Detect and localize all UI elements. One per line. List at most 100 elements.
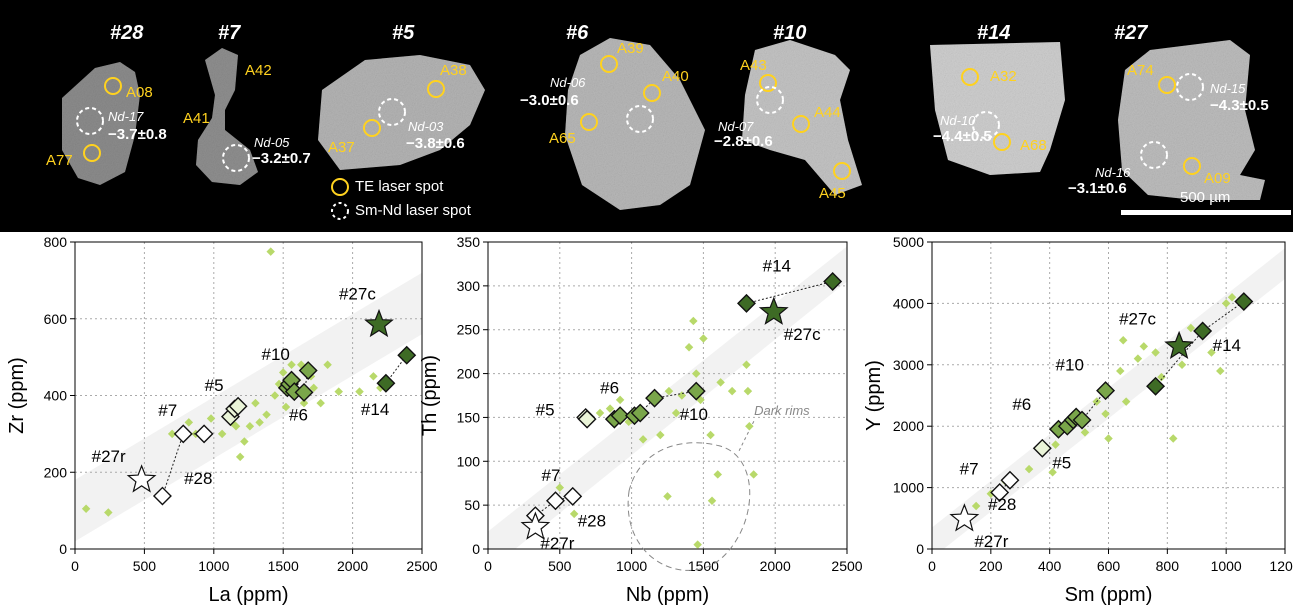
background-point — [615, 395, 625, 405]
x-tick-label: 0 — [71, 558, 79, 574]
series-connector — [746, 280, 833, 304]
series-point — [1032, 438, 1052, 458]
background-point — [743, 386, 753, 396]
plot-frame — [931, 241, 1286, 550]
background-point — [240, 437, 249, 446]
point-label: #14 — [361, 400, 389, 419]
series-point — [194, 424, 214, 444]
background-point — [206, 414, 216, 423]
point-label: #10 — [1056, 356, 1084, 375]
background-point — [638, 435, 648, 444]
background-point — [369, 372, 378, 381]
background-point — [693, 540, 702, 549]
x-tick-label: 0 — [484, 558, 492, 574]
background-point — [664, 386, 674, 396]
y-tick-label: 5000 — [893, 234, 924, 250]
series-point — [397, 345, 417, 365]
grain-14 — [930, 42, 1065, 175]
series-point — [610, 406, 630, 426]
background-point — [299, 398, 309, 408]
x-tick-label: 1000 — [1211, 558, 1242, 574]
star-marker — [758, 296, 789, 325]
y-tick-label: 0 — [472, 541, 480, 557]
series-point — [1072, 410, 1092, 430]
series-point — [1234, 292, 1254, 312]
series-point — [1000, 470, 1020, 490]
y-tick-label: 600 — [44, 311, 68, 327]
series-point — [990, 483, 1010, 502]
background-point — [971, 501, 981, 511]
y-tick-label: 250 — [457, 322, 481, 338]
series-point — [546, 491, 565, 511]
point-label: #27r — [92, 447, 126, 466]
point-label: #14 — [1213, 336, 1241, 355]
dark-rims-outline — [627, 442, 751, 571]
background-point — [255, 418, 264, 427]
series-point — [1193, 321, 1213, 341]
x-tick-label: 2500 — [406, 558, 437, 574]
y-tick-label: 3000 — [893, 357, 924, 373]
series-point — [1146, 376, 1166, 396]
star-marker — [520, 511, 551, 540]
background-point — [287, 360, 296, 370]
background-point — [217, 429, 227, 439]
plot-frame — [487, 241, 848, 550]
x-tick-label: 500 — [133, 558, 157, 574]
spot-label: A41 — [183, 110, 210, 127]
background-point — [1216, 366, 1225, 376]
legend-smnd-icon — [331, 202, 349, 220]
series-point — [630, 403, 650, 423]
x-tick-label: 1500 — [688, 558, 719, 574]
background-point — [713, 470, 723, 479]
background-point — [81, 504, 91, 513]
grain-label-5: #5 — [392, 22, 415, 44]
scalebar-line — [1121, 210, 1291, 215]
scalebar-label: 500 µm — [1180, 189, 1231, 206]
background-point — [316, 398, 325, 408]
nd-value: −4.3±0.5 — [1210, 97, 1269, 114]
nd-label: Nd-15 — [1210, 81, 1246, 96]
star-marker — [364, 308, 394, 338]
series-point — [152, 486, 172, 506]
y-axis-label: Zr (ppm) — [6, 357, 28, 434]
x-tick-label: 400 — [1038, 558, 1062, 574]
x-tick-label: 2500 — [831, 558, 862, 574]
background-point — [1048, 468, 1057, 477]
nd-value: −2.8±0.6 — [714, 133, 773, 150]
point-label: #6 — [600, 379, 619, 398]
background-point — [334, 387, 343, 396]
grain-label-10: #10 — [773, 22, 807, 44]
y-tick-label: 100 — [457, 453, 481, 469]
x-tick-label: 1000 — [616, 558, 647, 574]
star-marker — [1164, 330, 1194, 360]
plot-frame — [74, 241, 423, 550]
series-point — [173, 424, 193, 444]
background-point — [663, 492, 672, 501]
background-point — [707, 496, 717, 505]
point-label: #5 — [1052, 453, 1071, 472]
grain-27 — [1118, 40, 1265, 200]
background-point — [235, 452, 245, 462]
y-tick-label: 350 — [457, 234, 481, 250]
series-point — [298, 361, 318, 381]
y-axis-label: Th (ppm) — [419, 355, 441, 436]
background-point — [1118, 335, 1128, 345]
legend-te-icon — [331, 178, 349, 196]
series-point — [577, 409, 597, 429]
x-tick-label: 2000 — [337, 558, 368, 574]
background-point — [749, 470, 758, 479]
grain-28 — [62, 62, 140, 185]
spot-label: A32 — [990, 68, 1017, 85]
spot-label: A68 — [1020, 137, 1047, 154]
point-label: #7 — [541, 466, 560, 485]
background-point — [262, 410, 271, 419]
spot-label: A37 — [328, 139, 355, 156]
series-point — [376, 373, 396, 393]
background-point — [245, 421, 255, 431]
background-point — [184, 418, 194, 427]
spot-label: A09 — [1204, 170, 1231, 187]
point-label: #27r — [974, 532, 1008, 551]
y-tick-label: 300 — [457, 278, 481, 294]
grain-label-14: #14 — [977, 22, 1011, 44]
